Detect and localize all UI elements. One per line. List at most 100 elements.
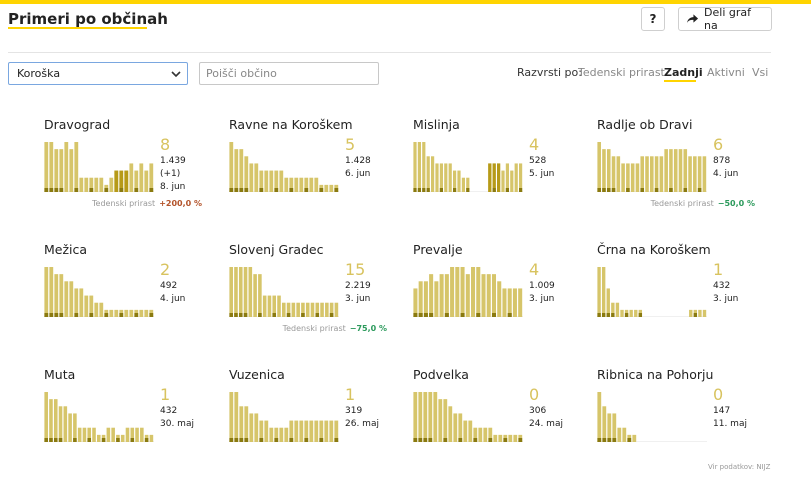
chart-bar [478,427,483,442]
chart-bar [465,274,470,317]
chart-bar [124,309,129,317]
chevron-down-icon [171,71,181,78]
chart-bar-new-cases [597,188,601,192]
chart-bar [54,149,59,192]
case-detail-line: 3. jun [345,294,371,304]
chart-bar [602,406,607,442]
chart-bar [678,149,683,192]
chart-bar [491,274,497,317]
municipality-card[interactable]: Vuzenica 1 319 26. maj [229,367,409,477]
chart-bar [304,420,309,442]
chart-bar [659,156,664,192]
chart-bar [324,184,329,192]
chart-bar [632,434,637,442]
case-detail-line: (+1) [160,169,181,179]
chart-bar [264,420,269,442]
chart-bar [314,177,319,192]
chart-bar-new-cases [428,438,433,442]
chart-bar-new-cases [443,438,448,442]
municipality-card[interactable]: Muta 1 432 30. maj [44,367,224,477]
chart-bar [149,163,154,192]
chart-bar [606,149,611,192]
chart-bar-new-cases [49,188,54,192]
chart-bar [669,149,673,192]
chart-bar [510,170,514,192]
municipality-search-input[interactable]: Poišči občino [199,62,379,85]
chart-bar [267,295,272,317]
chart-bar-highlight [488,163,492,192]
chart-bar [429,274,434,317]
chart-bar [514,163,518,192]
chart-bar [620,309,624,317]
chart-bar [502,288,507,317]
chart-bar-new-cases [87,438,92,442]
chart-bar [284,177,289,192]
chart-bar [243,267,248,317]
chart-bar [673,149,678,192]
chart-bar [473,427,478,442]
chart-bar [79,177,84,192]
municipality-card[interactable]: Podvelka 0 306 24. maj [413,367,593,477]
chart-bar-new-cases [54,313,59,317]
chart-bar [698,309,702,317]
chart-bar [244,406,249,442]
sort-option-active[interactable]: Aktivni [707,66,745,79]
weekly-growth-value: −50,0 % [717,199,755,208]
sort-option-weekly-growth[interactable]: Tedenski prirast [578,66,665,79]
municipality-card[interactable]: Ribnica na Pohorju 0 147 11. maj [597,367,777,477]
chart-bar-new-cases [505,188,509,192]
chart-bar [99,177,104,192]
help-button[interactable]: ? [641,7,665,31]
chart-bar [111,427,115,442]
chart-bar-new-cases [149,188,154,192]
sort-option-latest[interactable]: Zadnji [664,66,703,79]
municipality-card[interactable]: Črna na Koroškem 1 432 3. jun [597,242,777,352]
chart-bar [615,302,620,317]
case-history-chart [597,142,707,192]
chart-bar-new-cases [104,188,109,192]
chart-bar-new-cases [49,313,54,317]
region-select[interactable]: Koroška [8,62,188,85]
chart-bar-new-cases [492,188,496,192]
chart-bar [279,427,284,442]
chart-bar [697,156,702,192]
chart-bar-new-cases [74,313,79,317]
municipality-name: Mislinja [413,117,460,132]
chart-bar-new-cases [640,188,645,192]
weekly-growth-label: Tedenski prirast [650,199,714,208]
chart-bar [433,392,438,442]
chart-bar [319,420,324,442]
municipality-name: Slovenj Gradec [229,242,324,257]
total-cases: 528 [529,156,547,166]
chart-bar-new-cases [73,438,77,442]
municipality-card[interactable]: Dravograd 8 1.439 (+1) 8. jun Tedenski priras… [44,117,224,227]
chart-bar-new-cases [693,313,698,317]
chart-bar [58,406,63,442]
active-cases-count: 6 [713,135,724,154]
chart-bar-new-cases [602,188,606,192]
active-cases-count: 0 [529,385,540,404]
chart-bar-new-cases [74,188,79,192]
municipality-card[interactable]: Slovenj Gradec 15 2.219 3. jun Tedenski prir… [229,242,409,352]
sort-option-all[interactable]: Vsi [752,66,769,79]
municipality-card[interactable]: Radlje ob Dravi 6 878 4. jun Tedenski priras… [597,117,777,227]
chart-bar-new-cases [654,188,659,192]
chart-bar-new-cases [519,188,523,192]
chart-bar [109,177,114,192]
share-button[interactable]: Deli graf na [678,6,772,32]
chart-bar-new-cases [274,438,279,442]
chart-bar [59,149,64,192]
municipality-card[interactable]: Ravne na Koroškem 5 1.428 6. jun [229,117,409,227]
municipality-card[interactable]: Prevalje 4 1.009 3. jun [413,242,593,352]
sort-active-underline [664,80,696,82]
chart-bar-new-cases [239,188,244,192]
chart-bar-new-cases [89,313,94,317]
chart-bar [689,309,693,317]
chart-bar [282,302,286,317]
municipality-card[interactable]: Mislinja 4 528 5. jun [413,117,593,227]
weekly-growth-label: Tedenski prirast [92,199,156,208]
chart-bar [688,156,692,192]
municipality-card[interactable]: Mežica 2 492 4. jun [44,242,224,352]
case-history-chart [413,267,523,317]
municipality-name: Ravne na Koroškem [229,117,353,132]
